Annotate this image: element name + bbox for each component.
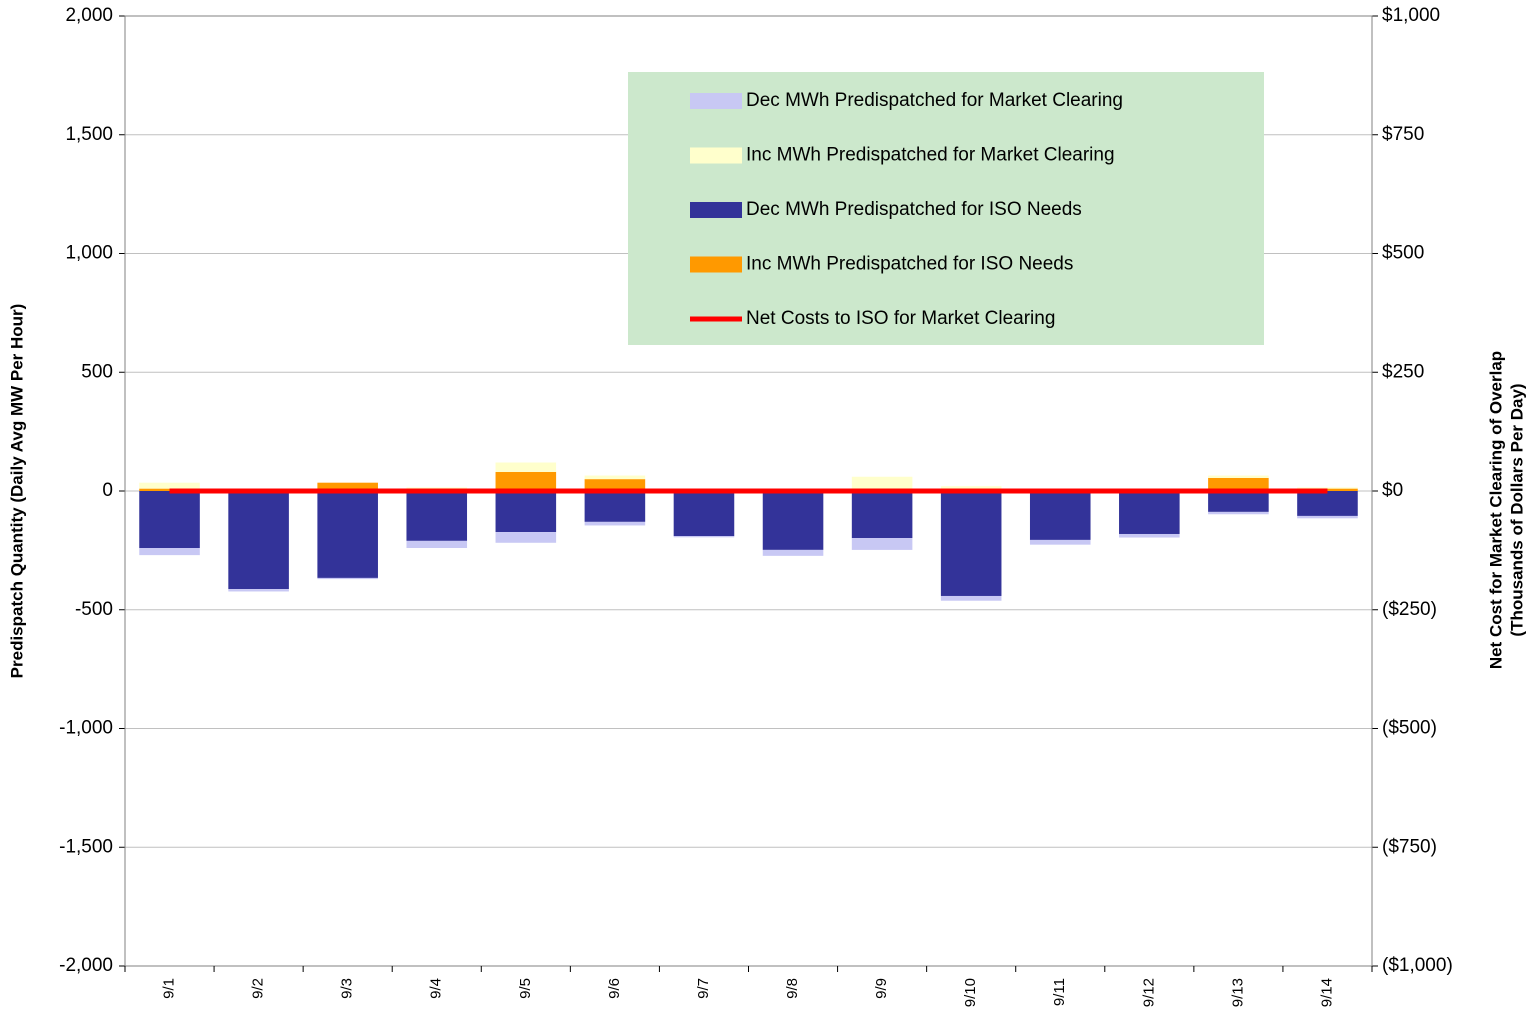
bar (851, 476, 913, 491)
bar (495, 532, 557, 543)
bar (317, 482, 378, 491)
legend-swatch (690, 202, 742, 218)
bar (1297, 488, 1358, 491)
bar (1029, 491, 1091, 540)
bar (1119, 533, 1180, 538)
y-tick-label: -500 (75, 599, 113, 620)
y2-tick-label: $0 (1382, 480, 1403, 501)
x-tick-label: 9/6 (606, 978, 623, 999)
y2-tick-label: $1,000 (1382, 5, 1440, 26)
y-tick-label: -1,000 (59, 718, 113, 739)
bar (1208, 491, 1269, 512)
y2-tick-label: ($750) (1382, 836, 1437, 857)
legend-swatch (690, 93, 742, 109)
x-tick-label: 9/1 (161, 978, 178, 999)
x-tick-label: 9/4 (428, 978, 445, 999)
x-tick-label: 9/13 (1229, 978, 1246, 1007)
x-tick-label: 9/8 (784, 978, 801, 999)
bar (584, 491, 646, 522)
x-tick-label: 9/12 (1140, 978, 1157, 1007)
legend-label: Inc MWh Predispatched for ISO Needs (746, 254, 1073, 275)
y2-tick-label: ($250) (1382, 599, 1437, 620)
bar (1297, 487, 1358, 489)
x-tick-label: 9/11 (1051, 978, 1068, 1006)
y-axis-title: Predispatch Quantity (Daily Avg MW Per H… (7, 304, 26, 679)
bar (1208, 477, 1269, 491)
y-tick-label: -2,000 (59, 955, 113, 976)
y-tick-label: 1,500 (65, 124, 113, 145)
bar (1297, 491, 1358, 516)
bar (139, 548, 200, 556)
y2-tick-label: ($1,000) (1382, 955, 1453, 976)
bar (1208, 511, 1269, 515)
y2-tick-label: ($500) (1382, 718, 1437, 739)
bar (851, 491, 913, 539)
y-tick-label: 2,000 (65, 5, 113, 26)
legend-label: Dec MWh Predispatched for ISO Needs (746, 199, 1082, 220)
bar (762, 491, 824, 550)
y2-tick-label: $500 (1382, 243, 1424, 264)
bar (584, 521, 646, 526)
y2-tick-label: $750 (1382, 124, 1424, 145)
x-tick-label: 9/3 (339, 978, 356, 999)
y2-tick-label: $250 (1382, 361, 1424, 382)
bar (495, 472, 557, 491)
bar (1297, 515, 1358, 519)
bar (317, 577, 378, 580)
legend-swatch (690, 256, 742, 273)
bar (584, 479, 646, 491)
bar (1119, 491, 1180, 534)
bar (762, 549, 824, 556)
bar (851, 538, 913, 550)
y2-axis-title: (Thousands of Dollars Per Day) (1507, 383, 1526, 636)
bar (406, 540, 468, 548)
x-tick-label: 9/2 (250, 978, 267, 999)
legend-label: Dec MWh Predispatched for Market Clearin… (746, 90, 1123, 111)
y-tick-label: 0 (102, 480, 113, 501)
y-tick-label: 1,000 (65, 243, 113, 264)
x-tick-label: 9/7 (695, 978, 712, 999)
bar (406, 491, 468, 541)
y-tick-label: -1,500 (59, 836, 113, 857)
x-tick-label: 9/5 (517, 978, 534, 999)
bar (673, 491, 735, 537)
x-tick-label: 9/14 (1318, 978, 1335, 1007)
bar (317, 491, 378, 578)
legend-swatch (690, 147, 742, 164)
legend-label: Inc MWh Predispatched for Market Clearin… (746, 145, 1115, 166)
bar (495, 491, 557, 533)
bar (940, 595, 1002, 601)
y2-axis-title: Net Cost for Market Clearing of Overlap (1486, 351, 1505, 669)
bar (673, 536, 735, 538)
bar (139, 491, 200, 548)
bar (139, 482, 200, 489)
bar (940, 486, 1002, 489)
y-tick-label: 500 (81, 361, 113, 382)
x-tick-label: 9/10 (962, 978, 979, 1007)
bar (1029, 539, 1091, 545)
legend-label: Net Costs to ISO for Market Clearing (746, 308, 1055, 329)
bar (228, 491, 289, 590)
bar (228, 589, 289, 592)
bar (940, 491, 1002, 596)
bar (1208, 475, 1269, 478)
bar (495, 462, 557, 472)
x-tick-label: 9/9 (873, 978, 890, 999)
bar (584, 475, 646, 480)
